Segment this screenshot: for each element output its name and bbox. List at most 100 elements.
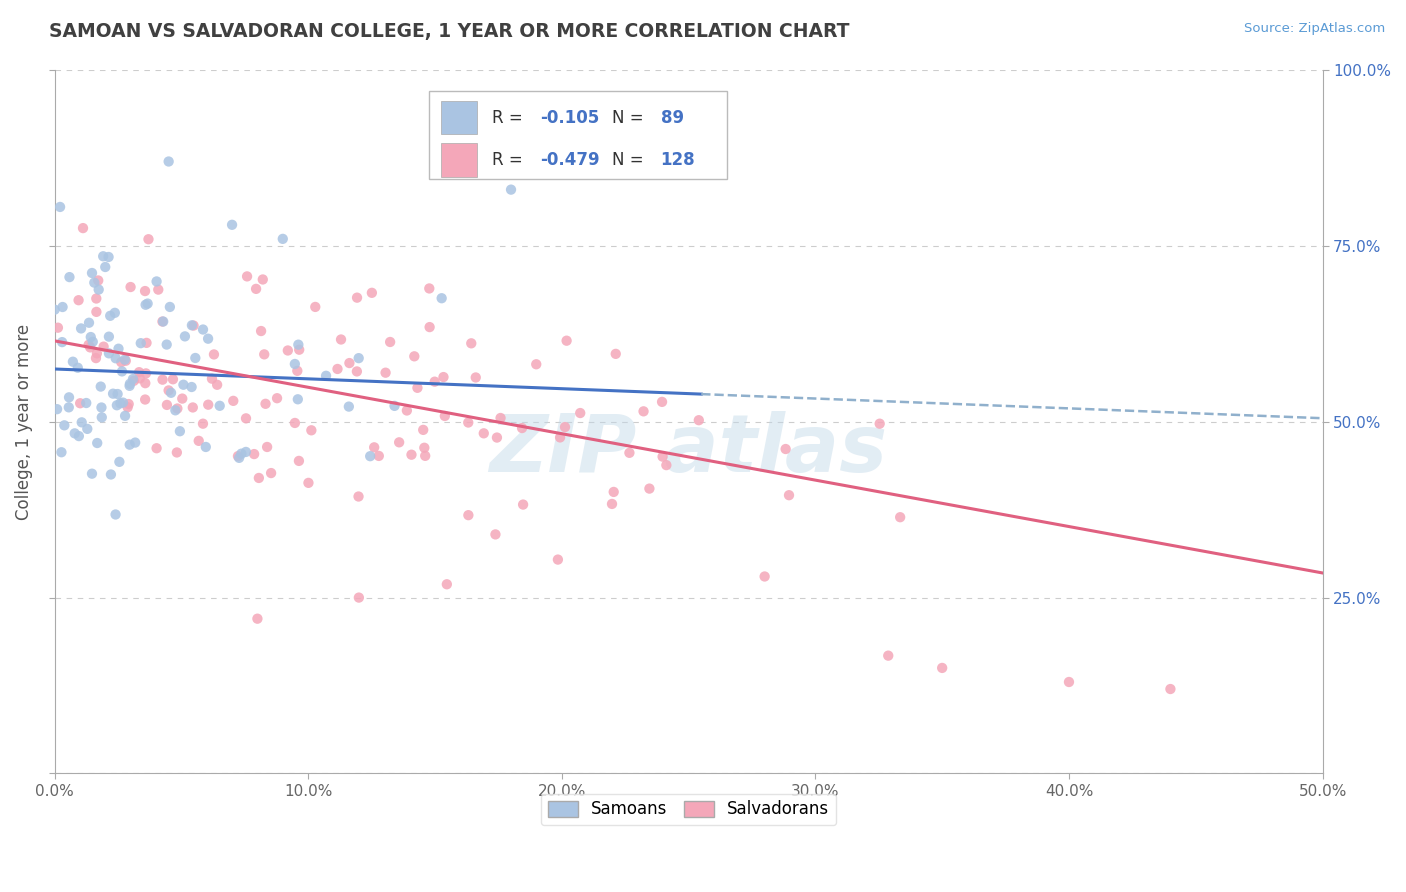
Point [77, 316, 100, 330]
Point [384, 399, 406, 413]
Point [655, 458, 678, 472]
Point [339, 356, 361, 370]
Point [485, 431, 508, 445]
Point [315, 368, 337, 383]
Point [347, 591, 370, 605]
Point [118, 376, 141, 391]
Point [80, 467, 103, 481]
Point [94, 260, 117, 274]
Point [524, 357, 547, 371]
Point [63, 426, 86, 441]
Point [374, 366, 396, 380]
Point [252, 272, 274, 286]
Point [208, 399, 231, 413]
Point [510, 421, 533, 435]
Point [76, 422, 98, 436]
Text: SAMOAN VS SALVADORAN COLLEGE, 1 YEAR OR MORE CORRELATION CHART: SAMOAN VS SALVADORAN COLLEGE, 1 YEAR OR … [49, 22, 849, 41]
Point [111, 395, 134, 409]
Point [651, 450, 673, 464]
Text: ZIP atlas: ZIP atlas [489, 411, 887, 489]
Point [688, 413, 710, 427]
Point [388, 435, 411, 450]
Point [72, 221, 94, 235]
Point [1159, 681, 1181, 696]
Point [889, 510, 911, 524]
Point [97, 250, 120, 264]
Point [87, 283, 110, 297]
Point [1057, 675, 1080, 690]
Point [277, 343, 299, 358]
Bar [441, 143, 477, 177]
Point [58, 270, 80, 285]
Point [49, 200, 72, 214]
Point [221, 218, 243, 232]
Point [82, 334, 104, 349]
Point [285, 364, 308, 378]
Point [90, 401, 112, 415]
Legend: Samoans, Salvadorans: Samoans, Salvadorans [541, 794, 837, 825]
Point [633, 404, 655, 418]
Point [129, 336, 152, 351]
Point [80, 266, 103, 280]
Point [52, 300, 75, 314]
Text: N =: N = [613, 151, 650, 169]
Point [457, 416, 479, 430]
Point [555, 334, 578, 348]
Point [326, 362, 349, 376]
Point [243, 447, 266, 461]
Point [67, 293, 90, 308]
Point [638, 482, 661, 496]
Point [156, 337, 179, 351]
Point [166, 445, 188, 459]
Point [602, 484, 624, 499]
Point [51, 445, 73, 459]
Point [236, 269, 259, 284]
Point [346, 364, 368, 378]
Point [122, 374, 145, 388]
Point [548, 430, 571, 444]
Point [378, 334, 401, 349]
Point [101, 386, 124, 401]
Point [433, 409, 456, 423]
Point [152, 314, 174, 328]
Point [299, 423, 322, 437]
Text: 128: 128 [661, 151, 696, 169]
Point [401, 448, 423, 462]
Point [134, 392, 156, 407]
Point [162, 372, 184, 386]
Point [413, 449, 436, 463]
Point [222, 393, 245, 408]
Point [128, 365, 150, 379]
Point [46, 320, 69, 334]
Point [191, 322, 214, 336]
Point [228, 450, 250, 465]
Point [778, 488, 800, 502]
Point [169, 424, 191, 438]
Point [97, 346, 120, 360]
Point [245, 282, 267, 296]
Point [346, 291, 368, 305]
Point [226, 449, 249, 463]
Point [53, 418, 76, 433]
Text: 89: 89 [661, 109, 683, 127]
Point [70, 415, 93, 429]
Point [83, 276, 105, 290]
Point [90, 410, 112, 425]
Point [84, 351, 107, 365]
Point [70, 321, 93, 335]
Point [104, 306, 127, 320]
Point [347, 490, 370, 504]
Point [877, 648, 900, 663]
Point [337, 400, 360, 414]
Point [297, 475, 319, 490]
Point [288, 343, 311, 357]
Point [651, 395, 673, 409]
Point [181, 401, 204, 415]
Point [174, 329, 197, 343]
Point [554, 420, 576, 434]
Point [135, 335, 157, 350]
Point [118, 379, 141, 393]
Point [44, 302, 66, 317]
Point [62, 355, 84, 369]
Point [287, 392, 309, 407]
